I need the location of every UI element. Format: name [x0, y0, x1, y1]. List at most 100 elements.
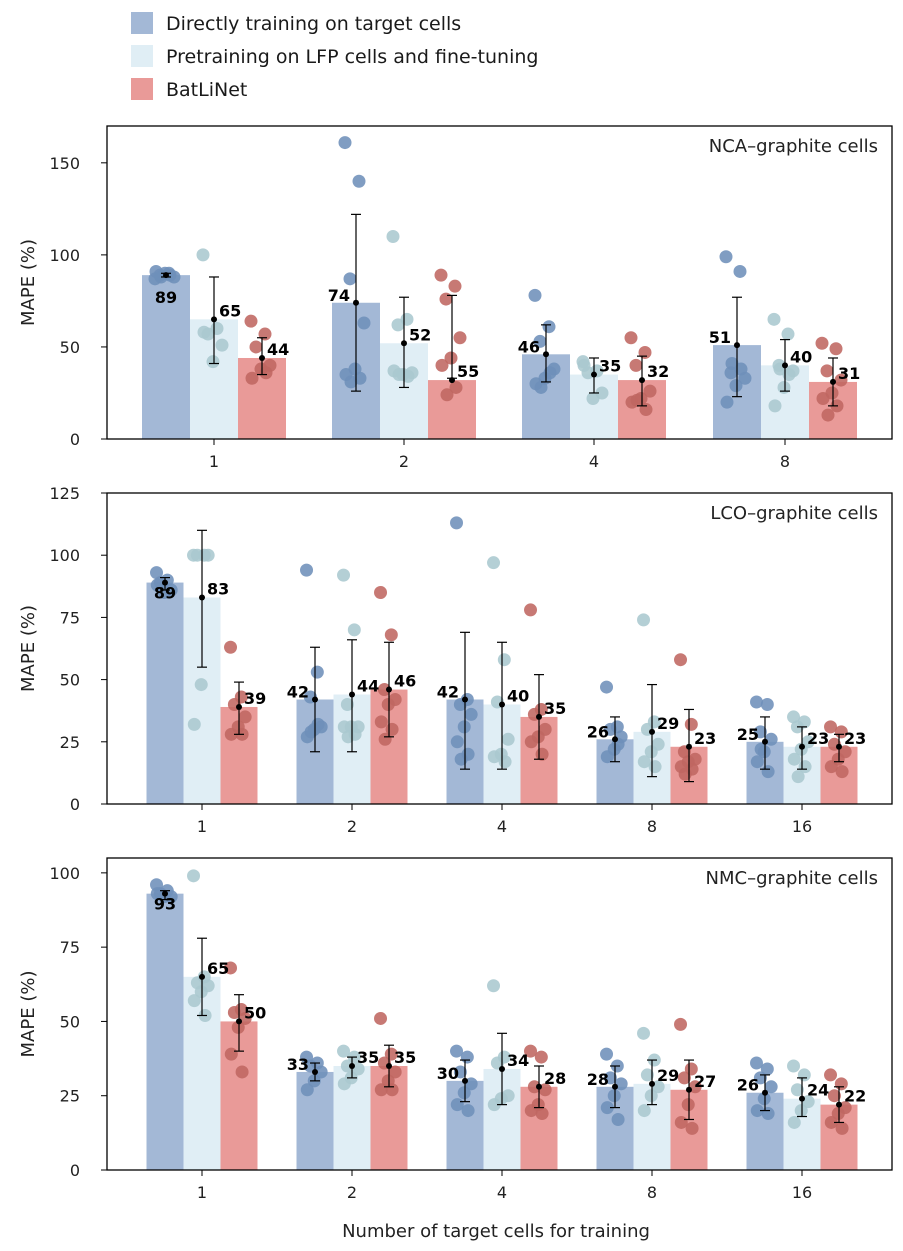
data-point: [644, 745, 658, 759]
mean-marker: [836, 743, 842, 750]
data-point: [498, 755, 512, 769]
data-point: [487, 556, 501, 570]
data-point: [677, 1071, 691, 1085]
value-label: 74: [328, 286, 350, 305]
data-point: [378, 732, 392, 746]
mean-marker: [782, 362, 788, 369]
data-point: [310, 665, 324, 679]
mean-marker: [762, 1089, 768, 1096]
data-point: [206, 355, 220, 369]
x-tick-label: 16: [792, 1183, 812, 1202]
data-point: [640, 1068, 654, 1082]
data-point: [187, 869, 201, 883]
data-point: [450, 735, 464, 749]
plot-frame: [106, 857, 893, 1171]
data-point: [834, 373, 848, 387]
mean-marker: [686, 1086, 692, 1093]
x-tick-label: 4: [589, 452, 599, 471]
legend-swatch-2: [131, 78, 153, 100]
data-point: [750, 1104, 764, 1118]
data-point: [197, 325, 211, 339]
legend-swatch-0: [131, 12, 153, 34]
data-point: [377, 683, 391, 697]
data-point: [347, 623, 361, 637]
value-label: 35: [394, 1048, 416, 1067]
data-point: [352, 174, 366, 188]
data-point: [600, 680, 614, 694]
value-label: 32: [647, 362, 669, 381]
value-label: 23: [807, 729, 829, 748]
value-label: 25: [737, 725, 759, 744]
y-axis-title: MAPE (%): [18, 239, 39, 326]
value-label: 55: [457, 362, 479, 381]
data-point: [384, 628, 398, 642]
data-point: [194, 678, 208, 692]
data-point: [764, 732, 778, 746]
data-point: [259, 366, 273, 380]
bar: [142, 275, 190, 439]
value-label: 29: [657, 1066, 679, 1085]
data-point: [190, 548, 204, 562]
data-point: [374, 1011, 388, 1025]
data-point: [821, 408, 835, 422]
data-point: [460, 1050, 474, 1064]
data-point: [314, 1065, 328, 1079]
value-label: 28: [544, 1069, 566, 1088]
data-point: [224, 727, 238, 741]
data-point: [720, 395, 734, 409]
value-label: 35: [357, 1048, 379, 1067]
x-tick-label: 1: [197, 817, 207, 836]
data-point: [374, 715, 388, 729]
data-point: [374, 586, 388, 600]
data-point: [534, 1050, 548, 1064]
mean-marker: [649, 728, 655, 735]
data-point: [194, 985, 208, 999]
data-point: [187, 717, 201, 731]
data-point: [760, 1062, 774, 1076]
data-point: [637, 1104, 651, 1118]
data-point: [343, 272, 357, 286]
data-point: [674, 1017, 688, 1031]
data-point: [815, 336, 829, 350]
value-label: 93: [154, 895, 176, 914]
x-tick-label: 1: [209, 452, 219, 471]
value-label: 28: [587, 1070, 609, 1089]
mean-marker: [591, 371, 597, 378]
data-point: [624, 331, 638, 345]
panel-title: NMC–graphite cells: [706, 868, 878, 889]
data-point: [450, 1044, 464, 1058]
data-point: [586, 391, 600, 405]
mean-marker: [639, 377, 645, 384]
data-point: [777, 380, 791, 394]
data-point: [750, 1056, 764, 1070]
data-point: [337, 720, 351, 734]
data-point: [150, 566, 164, 580]
data-point: [824, 760, 838, 774]
data-point: [600, 1047, 614, 1061]
value-label: 83: [207, 579, 229, 598]
data-point: [648, 760, 662, 774]
value-label: 31: [838, 364, 860, 383]
mean-marker: [386, 686, 392, 693]
data-point: [600, 750, 614, 764]
value-label: 29: [657, 714, 679, 733]
data-point: [487, 979, 501, 993]
data-point: [684, 717, 698, 731]
data-point: [754, 742, 768, 756]
data-point: [497, 653, 511, 667]
value-label: 65: [219, 301, 241, 320]
mean-marker: [612, 736, 618, 743]
panel-0: 89 65 44 74 52 55 46 35 32 51 40 31 0 50 100 150 1 2 4 8 MAP…: [18, 125, 893, 471]
data-point: [527, 1080, 541, 1094]
data-point: [791, 770, 805, 784]
data-point: [603, 722, 617, 736]
data-point: [787, 710, 801, 724]
data-point: [824, 1068, 838, 1082]
panel-title: LCO–graphite cells: [710, 503, 878, 524]
data-point: [461, 1104, 475, 1118]
data-point: [449, 380, 463, 394]
data-point: [304, 725, 318, 739]
mean-marker: [353, 299, 359, 306]
